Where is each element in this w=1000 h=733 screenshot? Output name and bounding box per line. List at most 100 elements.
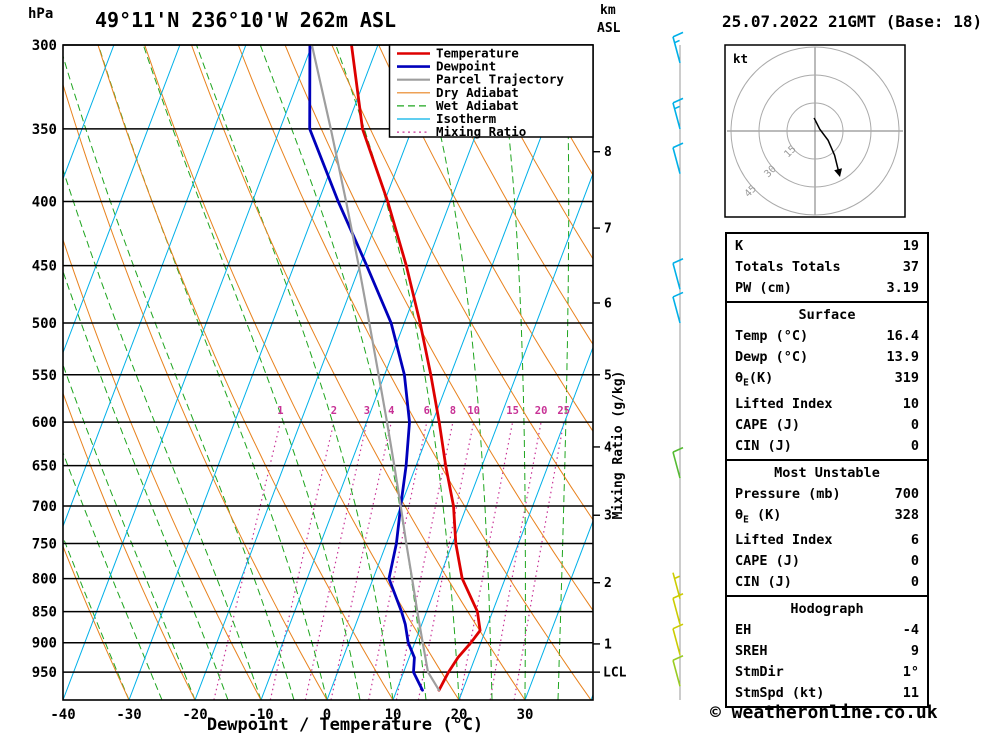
table-row: EH -4 [727,620,927,641]
row-value: 0 [910,574,919,591]
mixing-ratio-label: 6 [424,405,430,417]
row-value: 700 [894,485,919,502]
row-label: Totals Totals [735,259,841,275]
dry-adiabat-lines [63,45,593,700]
row-label: Lifted Index [735,395,833,412]
table-row: Temp (°C) 16.4 [727,326,927,347]
credit-text: © weatheronline.co.uk [710,702,938,723]
pressure-tick-label: 650 [32,459,57,475]
isotherm-lines [63,45,593,700]
indices-table: K 19 Totals Totals 37 PW (cm) 3.19 [725,232,929,303]
table-header: Surface [798,307,856,323]
pressure-tick-label: 600 [32,415,57,431]
table-header: Most Unstable [774,464,880,481]
pressure-tick-label: 950 [32,665,57,681]
hodograph-unit-label: kt [733,51,748,66]
table-header: Hodograph [790,601,864,618]
wind-barb [672,291,684,324]
mixing-axis-title: Mixing Ratio (g/kg) [611,371,626,520]
row-label: θE(K) [735,370,774,389]
row-label: Temp (°C) [735,328,809,344]
legend-entry: Temperature [397,46,519,61]
row-value: 16.4 [886,328,919,344]
pressure-tick-label: 350 [32,122,57,138]
mixing-ratio-label: 4 [388,405,394,417]
legend-entry: Dry Adiabat [397,85,519,100]
row-label: CIN (J) [735,574,792,591]
row-label: Lifted Index [735,532,833,549]
height-axis: 1 2 3 4 5 6 7 8 LCL [593,145,627,681]
datetime-title: 25.07.2022 21GMT (Base: 18) [722,12,983,31]
curve-parcel-trajectory [310,45,441,692]
km-tick-label: 3 [604,509,612,524]
table-row: θE (K) 328 [727,505,927,531]
wind-barb [672,446,684,479]
km-tick-label: 2 [604,576,612,591]
mixing-ratio-label: 8 [450,405,456,417]
km-tick-label: 6 [604,297,612,312]
pressure-tick-label: 400 [32,195,57,211]
row-label: Pressure (mb) [735,485,841,502]
row-value: 37 [902,259,919,275]
temperature-tick-label: -10 [248,707,273,723]
row-value: 10 [902,395,919,412]
table-row: CIN (J) 0 [727,436,927,457]
table-row: θE(K) 319 [727,368,927,394]
mixing-ratio-label: 1 [277,405,283,417]
wind-barb [672,623,684,655]
table-row: CAPE (J) 0 [727,551,927,572]
plot-border [62,44,594,701]
pressure-tick-label: 300 [32,38,57,54]
wind-barb-column [672,31,684,700]
legend-label: Dry Adiabat [436,85,519,100]
pressure-tick-labels: 300 350 400 450 500 550 600 650 700 750 800 850 900 9… [32,38,57,681]
legend-entry: Isotherm [397,111,497,126]
table-row: StmDir 1° [727,662,927,683]
table-row: StmSpd (kt) 11 [727,683,927,704]
km-tick-label: 7 [604,222,612,237]
table-row: SREH 9 [727,641,927,662]
row-value: 9 [910,643,919,660]
temperature-tick-label: 0 [323,707,331,723]
row-label: θE (K) [735,506,782,526]
pressure-tick-label: 800 [32,572,57,588]
lcl-label: LCL [603,666,627,681]
mixing-ratio-label: 20 [535,405,548,417]
table-row: CAPE (J) 0 [727,415,927,436]
row-label: CAPE (J) [735,416,801,433]
row-label: CAPE (J) [735,553,801,570]
hodograph-trace [813,117,840,171]
indices-tables: K 19 Totals Totals 37 PW (cm) 3.19 Surface Temp… [725,232,929,709]
sounding-curves [308,45,482,692]
row-value: 1° [902,664,919,681]
km-unit-label: km [600,3,616,18]
pressure-tick-label: 450 [32,259,57,275]
mixing-ratio-label: 3 [364,405,370,417]
wind-barb [672,142,684,174]
table-row: Lifted Index 10 [727,394,927,415]
pressure-tick-label: 700 [32,499,57,515]
x-axis-title: Dewpoint / Temperature (°C) [207,715,483,733]
km-tick-label: 4 [604,440,612,455]
mixing-ratio-label: 15 [506,405,519,417]
row-value: 13.9 [886,349,919,365]
asl-unit-label: ASL [597,21,621,36]
table-row: Pressure (mb) 700 [727,484,927,505]
row-value: 0 [910,416,919,433]
wind-barb [672,97,684,130]
table-row: K 19 [727,236,927,257]
temperature-tick-label: 10 [385,707,402,723]
legend-entry: Wet Adiabat [397,98,519,113]
mixing-ratio-labels: 1 2 3 4 6 8 10 15 20 25 [277,405,570,417]
indices-table: Hodograph EH -4 SREH 9 StmDir 1° StmSpd (kt) 11 [725,595,929,709]
row-value: 3.19 [886,280,919,296]
row-value: 19 [902,238,919,254]
row-value: 6 [910,532,919,549]
row-value: 328 [894,506,919,523]
km-tick-label: 1 [604,637,612,652]
row-label: K [735,238,744,254]
indices-table: Most Unstable Pressure (mb) 700 θE (K) 328 Li… [725,458,929,598]
legend-label: Isotherm [436,111,497,126]
